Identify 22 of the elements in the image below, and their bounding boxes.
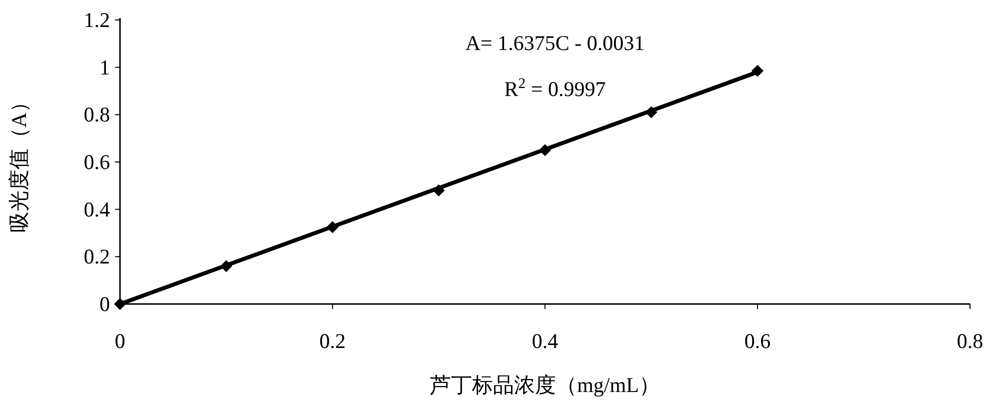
y-tick-label: 1 <box>100 55 110 80</box>
point <box>114 298 126 310</box>
point <box>326 221 338 234</box>
annotation: R$^{2}$ = 0.9997 <box>504 76 606 101</box>
y-tick-label: 0 <box>100 292 110 316</box>
annotation: A= 1.6375C - 0.0031 <box>465 31 645 55</box>
x-tick-label: 0.6 <box>744 329 771 353</box>
y-axis-title: 吸光度值（A） <box>7 91 31 233</box>
y-tick-label: 0.2 <box>84 244 110 269</box>
y-tick-label: 0.4 <box>84 197 110 222</box>
y-tick-label: 0.6 <box>84 150 110 174</box>
point <box>539 144 551 156</box>
point <box>220 260 232 272</box>
y-tick-label: 1.2 <box>84 8 110 32</box>
x-tick-label: 0 <box>114 329 126 353</box>
x-tick-label: 0.8 <box>956 329 984 353</box>
y-tick-label: 0.8 <box>84 102 110 127</box>
point <box>752 64 764 77</box>
point <box>432 184 445 196</box>
x-tick-label: 0.2 <box>319 329 346 353</box>
x-tick-label: 0.4 <box>532 329 559 353</box>
x-axis-title: 芦丁标品浓度（mg/mL） <box>430 373 660 397</box>
